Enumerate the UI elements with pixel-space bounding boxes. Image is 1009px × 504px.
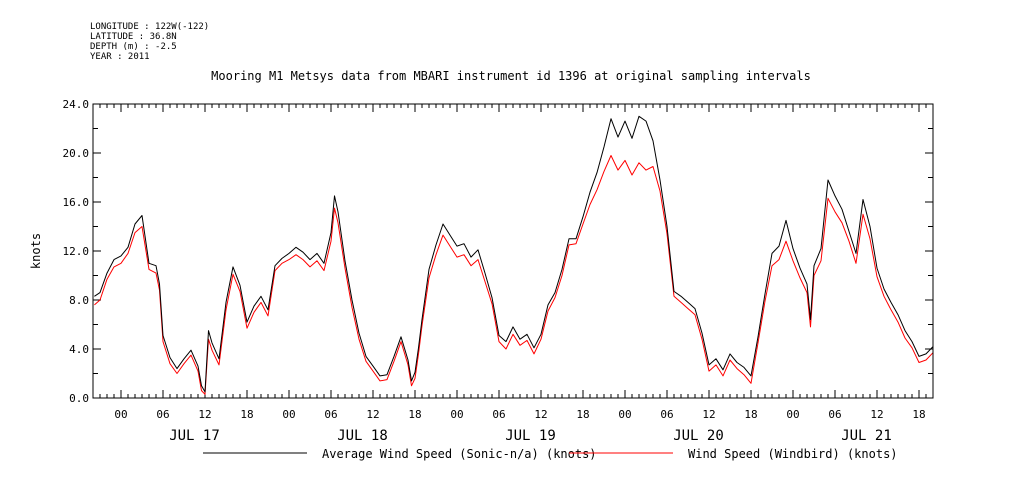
x-tick-label: 00 bbox=[618, 408, 631, 421]
y-tick-label: 16.0 bbox=[63, 196, 90, 209]
y-tick-label: 8.0 bbox=[69, 294, 89, 307]
x-tick-label: 18 bbox=[912, 408, 925, 421]
x-tick-label: 12 bbox=[870, 408, 883, 421]
x-tick-label: 06 bbox=[492, 408, 505, 421]
x-tick-label: 18 bbox=[408, 408, 421, 421]
longitude-text: LONGITUDE : 122W(-122) bbox=[90, 22, 210, 32]
legend-label-average-wind-speed: Average Wind Speed (Sonic-n/a) (knots) bbox=[322, 447, 597, 461]
x-tick-label: 18 bbox=[576, 408, 589, 421]
x-tick-label: 00 bbox=[450, 408, 463, 421]
y-tick-label: 20.0 bbox=[63, 147, 90, 160]
legend-label-windbird: Wind Speed (Windbird) (knots) bbox=[688, 447, 898, 461]
x-tick-label: 12 bbox=[702, 408, 715, 421]
x-tick-label: 00 bbox=[114, 408, 127, 421]
plot-frame bbox=[92, 103, 934, 399]
x-tick-label: 18 bbox=[744, 408, 757, 421]
year-text: YEAR : 2011 bbox=[90, 52, 150, 62]
x-tick-label: 06 bbox=[156, 408, 169, 421]
day-label: JUL 21 bbox=[841, 428, 892, 444]
day-label: JUL 19 bbox=[505, 428, 556, 444]
depth-text: DEPTH (m) : -2.5 bbox=[90, 42, 177, 52]
x-tick-label: 18 bbox=[240, 408, 253, 421]
x-tick-label: 12 bbox=[198, 408, 211, 421]
x-tick-label: 06 bbox=[324, 408, 337, 421]
latitude-text: LATITUDE : 36.8N bbox=[90, 32, 177, 42]
x-tick-label: 06 bbox=[660, 408, 673, 421]
x-tick-label: 12 bbox=[534, 408, 547, 421]
series-line-average-wind-speed bbox=[94, 115, 934, 393]
x-tick-label: 00 bbox=[282, 408, 295, 421]
day-label: JUL 18 bbox=[337, 428, 388, 444]
x-tick-label: 06 bbox=[828, 408, 841, 421]
legend: Average Wind Speed (Sonic-n/a) (knots) W… bbox=[203, 447, 898, 461]
y-tick-label: 4.0 bbox=[69, 343, 89, 356]
y-tick-label: 0.0 bbox=[69, 392, 89, 405]
y-tick-label: 24.0 bbox=[63, 98, 90, 111]
x-tick-labels: 00 06 12 18 00 06 12 18 00 06 12 18 00 06 12 18 00 06 12 18 bbox=[114, 408, 925, 421]
series-line-windbird bbox=[94, 155, 934, 395]
y-tick-labels: 0.0 4.0 8.0 12.0 16.0 20.0 24.0 bbox=[63, 98, 90, 405]
series-lines bbox=[94, 115, 934, 395]
day-labels: JUL 17 JUL 18 JUL 19 JUL 20 JUL 21 bbox=[169, 428, 892, 444]
day-label: JUL 17 bbox=[169, 428, 220, 444]
y-axis-label: knots bbox=[29, 233, 43, 269]
x-tick-label: 00 bbox=[786, 408, 799, 421]
day-label: JUL 20 bbox=[673, 428, 724, 444]
metadata-block: LONGITUDE : 122W(-122) LATITUDE : 36.8N … bbox=[90, 22, 209, 62]
y-tick-label: 12.0 bbox=[63, 245, 90, 258]
chart-title: Mooring M1 Metsys data from MBARI instru… bbox=[211, 69, 811, 83]
x-tick-label: 12 bbox=[366, 408, 379, 421]
axis-ticks bbox=[92, 103, 934, 399]
